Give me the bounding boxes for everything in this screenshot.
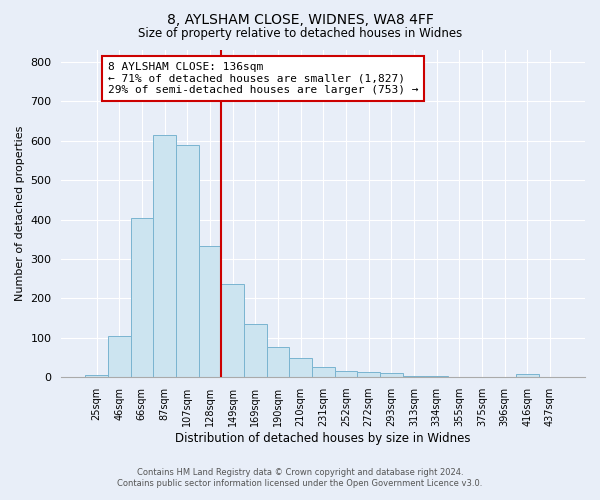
Bar — [335, 372, 357, 377]
Bar — [153, 135, 176, 377]
Text: 8 AYLSHAM CLOSE: 136sqm
← 71% of detached houses are smaller (1,827)
29% of semi: 8 AYLSHAM CLOSE: 136sqm ← 71% of detache… — [108, 62, 418, 95]
Text: Contains HM Land Registry data © Crown copyright and database right 2024.
Contai: Contains HM Land Registry data © Crown c… — [118, 468, 482, 487]
Bar — [199, 246, 221, 377]
Bar — [176, 144, 199, 377]
Bar — [131, 218, 153, 377]
Bar — [85, 376, 108, 377]
Text: 8, AYLSHAM CLOSE, WIDNES, WA8 4FF: 8, AYLSHAM CLOSE, WIDNES, WA8 4FF — [167, 12, 433, 26]
Bar — [425, 376, 448, 377]
Bar — [244, 324, 266, 377]
Bar — [289, 358, 312, 377]
Bar — [312, 368, 335, 377]
Bar — [108, 336, 131, 377]
Bar — [380, 374, 403, 377]
Bar — [403, 376, 425, 377]
Bar — [221, 284, 244, 377]
Bar — [266, 348, 289, 377]
Bar — [357, 372, 380, 377]
Bar — [516, 374, 539, 377]
X-axis label: Distribution of detached houses by size in Widnes: Distribution of detached houses by size … — [175, 432, 471, 445]
Text: Size of property relative to detached houses in Widnes: Size of property relative to detached ho… — [138, 28, 462, 40]
Y-axis label: Number of detached properties: Number of detached properties — [15, 126, 25, 302]
